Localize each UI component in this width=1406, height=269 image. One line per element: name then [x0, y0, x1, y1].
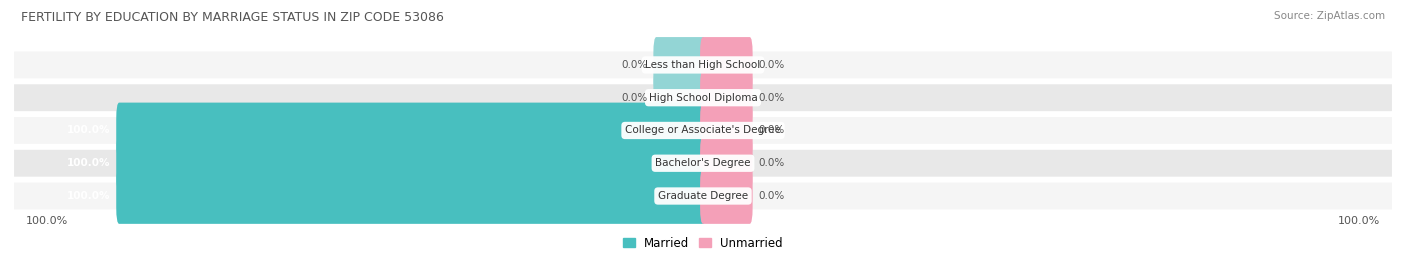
Text: 100.0%: 100.0%	[67, 125, 111, 136]
Text: 0.0%: 0.0%	[758, 60, 785, 70]
Legend: Married, Unmarried: Married, Unmarried	[619, 232, 787, 254]
Text: Less than High School: Less than High School	[645, 60, 761, 70]
FancyBboxPatch shape	[117, 135, 706, 191]
FancyBboxPatch shape	[654, 37, 706, 93]
Text: Bachelor's Degree: Bachelor's Degree	[655, 158, 751, 168]
Text: 0.0%: 0.0%	[758, 158, 785, 168]
Text: 100.0%: 100.0%	[67, 191, 111, 201]
FancyBboxPatch shape	[700, 102, 752, 158]
Text: 0.0%: 0.0%	[758, 93, 785, 103]
FancyBboxPatch shape	[117, 168, 706, 224]
FancyBboxPatch shape	[14, 117, 1392, 144]
Text: 0.0%: 0.0%	[621, 60, 648, 70]
Text: 0.0%: 0.0%	[758, 125, 785, 136]
FancyBboxPatch shape	[14, 84, 1392, 111]
FancyBboxPatch shape	[117, 102, 706, 158]
FancyBboxPatch shape	[700, 37, 752, 93]
Text: Graduate Degree: Graduate Degree	[658, 191, 748, 201]
FancyBboxPatch shape	[700, 135, 752, 191]
Text: 100.0%: 100.0%	[25, 215, 67, 226]
Text: 100.0%: 100.0%	[67, 158, 111, 168]
Text: Source: ZipAtlas.com: Source: ZipAtlas.com	[1274, 11, 1385, 21]
FancyBboxPatch shape	[14, 183, 1392, 210]
Text: College or Associate's Degree: College or Associate's Degree	[626, 125, 780, 136]
Text: High School Diploma: High School Diploma	[648, 93, 758, 103]
FancyBboxPatch shape	[14, 51, 1392, 78]
FancyBboxPatch shape	[700, 168, 752, 224]
Text: 0.0%: 0.0%	[758, 191, 785, 201]
Text: 0.0%: 0.0%	[621, 93, 648, 103]
FancyBboxPatch shape	[654, 70, 706, 126]
FancyBboxPatch shape	[700, 70, 752, 126]
FancyBboxPatch shape	[14, 150, 1392, 177]
Text: FERTILITY BY EDUCATION BY MARRIAGE STATUS IN ZIP CODE 53086: FERTILITY BY EDUCATION BY MARRIAGE STATU…	[21, 11, 444, 24]
Text: 100.0%: 100.0%	[1339, 215, 1381, 226]
